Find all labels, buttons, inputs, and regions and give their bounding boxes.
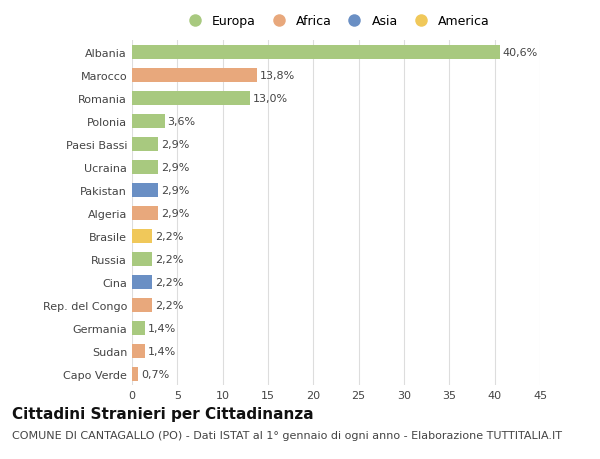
Text: 2,9%: 2,9% [161,162,190,173]
Text: 0,7%: 0,7% [141,369,169,379]
Bar [132,115,164,129]
Bar [132,69,257,83]
Text: 2,2%: 2,2% [155,231,183,241]
Text: 3,6%: 3,6% [167,117,196,127]
Text: 13,8%: 13,8% [260,71,295,81]
Text: 2,2%: 2,2% [155,254,183,264]
Text: 2,2%: 2,2% [155,300,183,310]
Text: 40,6%: 40,6% [503,48,538,58]
Bar [132,321,145,335]
Bar [132,252,152,266]
Text: Cittadini Stranieri per Cittadinanza: Cittadini Stranieri per Cittadinanza [12,406,314,421]
Bar [132,184,158,197]
Bar [132,138,158,151]
Bar [132,367,139,381]
Bar [132,298,152,312]
Text: 2,9%: 2,9% [161,140,190,150]
Bar [132,230,152,243]
Text: 2,9%: 2,9% [161,185,190,196]
Text: 1,4%: 1,4% [148,346,176,356]
Bar [132,344,145,358]
Bar [132,92,250,106]
Text: COMUNE DI CANTAGALLO (PO) - Dati ISTAT al 1° gennaio di ogni anno - Elaborazione: COMUNE DI CANTAGALLO (PO) - Dati ISTAT a… [12,431,562,441]
Bar [132,161,158,174]
Text: 13,0%: 13,0% [253,94,288,104]
Bar [132,207,158,220]
Text: 1,4%: 1,4% [148,323,176,333]
Legend: Europa, Africa, Asia, America: Europa, Africa, Asia, America [182,15,490,28]
Bar [132,275,152,289]
Text: 2,9%: 2,9% [161,208,190,218]
Bar [132,46,500,60]
Text: 2,2%: 2,2% [155,277,183,287]
